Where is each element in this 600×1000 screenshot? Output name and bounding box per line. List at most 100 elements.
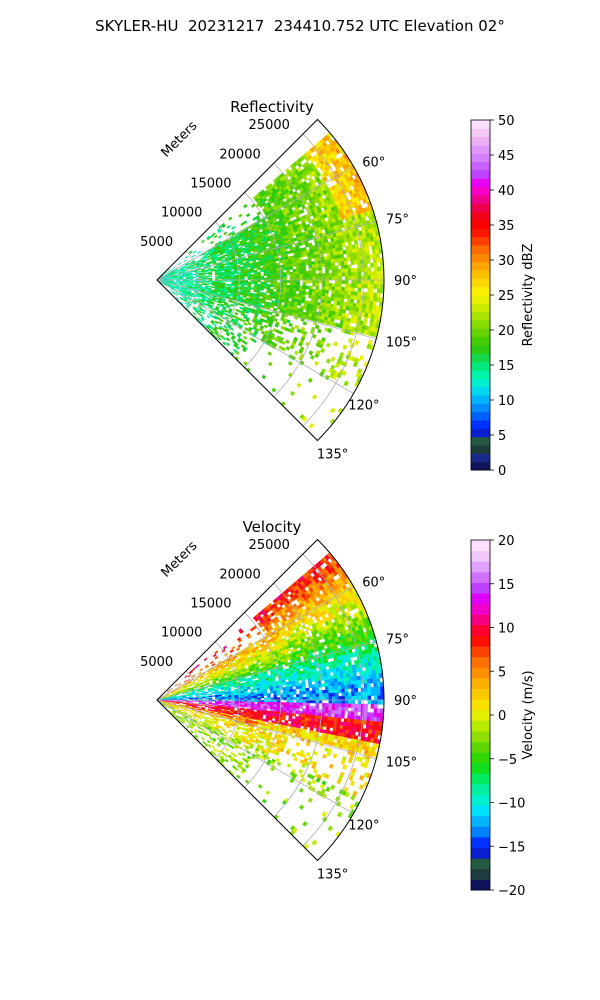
- field-cell: [240, 303, 245, 307]
- field-cell: [347, 294, 352, 300]
- colorbar-tick-label: 0: [498, 464, 506, 479]
- field-cell: [206, 739, 211, 744]
- field-cell: [276, 272, 281, 276]
- field-cell: [182, 696, 187, 699]
- field-cell: [285, 345, 291, 351]
- field-cell: [208, 693, 213, 696]
- field-cell: [256, 211, 262, 216]
- field-cell: [302, 285, 307, 289]
- field-cell: [208, 695, 213, 698]
- field-cell: [184, 269, 189, 272]
- field-cell: [312, 276, 317, 281]
- field-cell: [366, 292, 371, 298]
- azimuth-tick-label: 60°: [362, 156, 385, 171]
- field-cell: [305, 273, 310, 278]
- field-cell: [226, 224, 231, 229]
- field-cell: [169, 283, 173, 286]
- field-cell: [175, 296, 180, 301]
- field-cell: [328, 283, 333, 288]
- field-cell: [292, 277, 297, 281]
- field-cell: [233, 711, 238, 715]
- field-cell: [257, 695, 261, 699]
- colorbar-swatch: [471, 236, 490, 246]
- field-cell: [273, 695, 278, 698]
- field-cell: [276, 284, 281, 288]
- colorbar-tick-label: 20: [498, 324, 515, 339]
- field-cell: [234, 705, 239, 709]
- field-cell: [199, 713, 204, 717]
- field-cell: [257, 701, 261, 705]
- colorbar-swatch: [471, 411, 490, 421]
- field-cell: [224, 747, 230, 752]
- field-cell: [282, 267, 287, 271]
- field-cell: [338, 279, 343, 284]
- field-cell: [331, 276, 336, 281]
- field-cell: [312, 282, 317, 287]
- field-cell: [202, 696, 206, 699]
- field-cell: [193, 730, 198, 734]
- field-cell: [202, 702, 206, 705]
- field-cell: [182, 275, 187, 278]
- field-cell: [263, 286, 268, 289]
- field-cell: [263, 281, 268, 285]
- field-cell: [260, 281, 265, 285]
- range-axis-label: Meters: [159, 118, 201, 160]
- field-cell: [253, 707, 258, 711]
- field-cell: [179, 702, 184, 704]
- field-cell: [270, 702, 274, 705]
- field-cell: [343, 294, 348, 299]
- field-cell: [241, 319, 246, 323]
- field-cell: [288, 295, 293, 299]
- colorbar-swatch: [471, 461, 490, 471]
- field-cell: [249, 684, 254, 688]
- field-cell: [321, 295, 326, 301]
- field-cell: [289, 686, 293, 690]
- field-cell: [190, 729, 194, 734]
- field-cell: [333, 258, 338, 263]
- field-cell: [260, 287, 264, 291]
- field-cell: [338, 283, 343, 288]
- field-cell: [219, 725, 224, 729]
- field-cell: [225, 332, 230, 337]
- field-cell: [351, 275, 356, 281]
- field-cell: [295, 287, 300, 292]
- field-cell: [337, 261, 342, 266]
- field-cell: [351, 268, 355, 273]
- field-cell: [352, 361, 358, 368]
- field-cell: [308, 294, 313, 299]
- field-cell: [311, 261, 316, 265]
- field-cell: [202, 680, 206, 684]
- field-cell: [247, 276, 252, 279]
- field-cell: [182, 283, 187, 286]
- field-cell: [341, 370, 347, 376]
- field-cell: [243, 322, 248, 326]
- field-cell: [206, 265, 211, 269]
- field-cell: [283, 694, 287, 698]
- field-cell: [315, 289, 320, 293]
- field-cell: [289, 285, 294, 289]
- field-cell: [289, 287, 294, 291]
- field-cell: [185, 300, 190, 304]
- field-cell: [333, 297, 338, 302]
- field-cell: [283, 704, 287, 708]
- field-cell: [289, 274, 294, 278]
- field-cell: [172, 281, 177, 283]
- field-cell: [208, 704, 213, 707]
- field-cell: [193, 678, 198, 682]
- field-cell: [276, 704, 281, 708]
- field-cell: [286, 704, 291, 709]
- field-cell: [212, 752, 217, 757]
- field-cell: [322, 176, 328, 182]
- field-cell: [258, 739, 263, 744]
- field-cell: [308, 288, 313, 293]
- field-cell: [299, 274, 304, 278]
- field-cell: [296, 282, 300, 286]
- field-cell: [292, 707, 297, 712]
- field-cell: [250, 275, 255, 279]
- field-cell: [299, 276, 304, 281]
- field-cell: [234, 271, 239, 275]
- field-cell: [311, 267, 316, 272]
- field-cell: [205, 281, 210, 284]
- field-cell: [312, 270, 316, 275]
- field-cell: [225, 342, 231, 347]
